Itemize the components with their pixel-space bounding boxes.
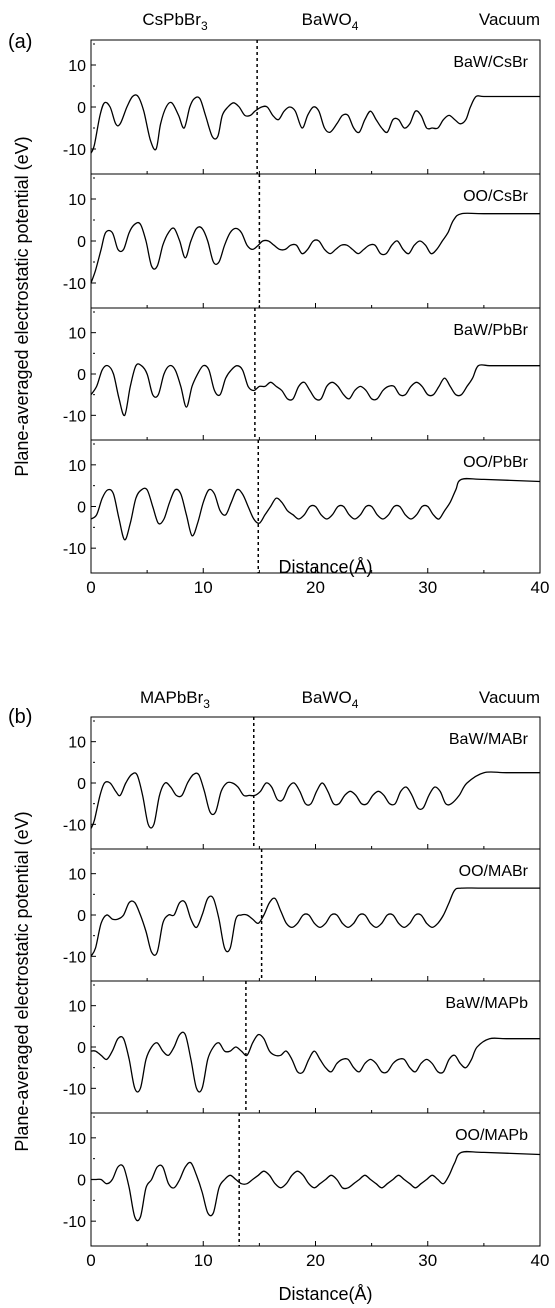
subplot: 10 0 -10 OO/CsBr — [63, 173, 541, 309]
y-tick-label: 10 — [68, 192, 86, 209]
y-tick-label: 0 — [77, 367, 86, 384]
y-tick-label: 10 — [68, 867, 86, 884]
y-tick-label: 0 — [77, 908, 86, 925]
panel-label: (a) — [8, 31, 32, 53]
x-tick-label: 40 — [531, 578, 550, 597]
x-tick-label: 20 — [306, 1251, 325, 1270]
series-line-OO/MAPb — [91, 1150, 541, 1222]
y-tick-label: -10 — [63, 817, 86, 834]
subplot: 10 0 -10 BaW/MAPb — [63, 980, 541, 1114]
region-label: BaWO4 — [302, 10, 359, 33]
y-tick-label: 10 — [68, 326, 86, 343]
series-line-BaW/MAPb — [90, 1031, 540, 1093]
x-tick-label: 30 — [418, 1251, 437, 1270]
subplot-label: OO/PbBr — [463, 454, 529, 471]
y-tick-label: -10 — [63, 541, 86, 558]
series-line-OO/MABr — [90, 887, 540, 957]
series-line-OO/PbBr — [90, 477, 541, 541]
region-label-subscript: 4 — [352, 697, 359, 711]
series-line-BaW/MABr — [90, 771, 540, 829]
y-axis-label: Plane-averaged electrostatic potential (… — [12, 811, 32, 1151]
x-axis-label: Distance(Å) — [278, 1284, 372, 1304]
region-label-main: Vacuum — [479, 10, 540, 29]
subplot-label: BaW/MAPb — [445, 995, 528, 1012]
x-tick-label: 10 — [194, 578, 213, 597]
y-tick-label: 10 — [68, 999, 86, 1016]
region-label-main: MAPbBr — [140, 688, 204, 707]
panel-label: (b) — [8, 706, 32, 728]
y-axis-label: Plane-averaged electrostatic potential (… — [12, 136, 32, 476]
panel-a: (a) 10 0 -10 BaW/CsBr 10 0 -10 OO/CsBr 10 0 -10 BaW/… — [8, 31, 549, 597]
x-axis-label: Distance(Å) — [278, 557, 372, 577]
y-tick-label: -10 — [63, 276, 86, 293]
region-label: BaWO4 — [302, 688, 359, 711]
region-label-subscript: 3 — [203, 697, 210, 711]
y-tick-label: 0 — [77, 500, 86, 517]
region-label-subscript: 4 — [352, 19, 359, 33]
subplot: 10 0 -10 BaW/MABr — [63, 716, 541, 850]
x-tick-label: 40 — [531, 1251, 550, 1270]
y-tick-label: 10 — [68, 58, 86, 75]
y-tick-label: -10 — [63, 408, 86, 425]
series-line-BaW/PbBr — [90, 363, 540, 417]
y-tick-label: -10 — [63, 142, 86, 159]
y-tick-label: -10 — [63, 1214, 86, 1231]
x-tick-label: 10 — [194, 1251, 213, 1270]
panel-b: (b) 10 0 -10 BaW/MABr 10 0 -10 OO/MABr 10 0 -10 BaW/… — [8, 706, 549, 1304]
x-tick-label: 0 — [86, 1251, 95, 1270]
region-label: Vacuum — [479, 10, 540, 29]
subplot-label: OO/MABr — [459, 863, 529, 880]
y-tick-label: 10 — [68, 458, 86, 475]
x-tick-label: 0 — [86, 578, 95, 597]
subplot: 10 0 -10 OO/PbBr — [63, 439, 541, 574]
region-label: CsPbBr3 — [142, 10, 208, 33]
region-label-main: BaWO — [302, 10, 352, 29]
y-tick-label: -10 — [63, 949, 86, 966]
y-tick-label: 0 — [77, 234, 86, 251]
subplot: 10 0 -10 OO/MAPb — [63, 1112, 541, 1247]
y-tick-label: 0 — [77, 1173, 86, 1190]
subplot-label: BaW/PbBr — [453, 322, 528, 339]
y-tick-label: 0 — [77, 776, 86, 793]
y-tick-label: 0 — [77, 1040, 86, 1057]
x-tick-label: 30 — [418, 578, 437, 597]
subplot-label: BaW/MABr — [449, 731, 529, 748]
subplot: 10 0 -10 BaW/CsBr — [63, 39, 541, 175]
region-label-main: BaWO — [302, 688, 352, 707]
region-label: MAPbBr3 — [140, 688, 210, 711]
subplot-label: OO/CsBr — [463, 188, 529, 205]
subplot: 10 0 -10 OO/MABr — [63, 848, 541, 982]
subplot-label: OO/MAPb — [455, 1127, 528, 1144]
region-label-subscript: 3 — [201, 19, 208, 33]
y-tick-label: -10 — [63, 1081, 86, 1098]
subplot: 10 0 -10 BaW/PbBr — [63, 307, 541, 441]
y-tick-label: 0 — [77, 100, 86, 117]
subplot-label: BaW/CsBr — [453, 54, 528, 71]
y-tick-label: 10 — [68, 1131, 86, 1148]
region-label: Vacuum — [479, 688, 540, 707]
y-tick-label: 10 — [68, 735, 86, 752]
x-tick-label: 20 — [306, 578, 325, 597]
region-label-main: Vacuum — [479, 688, 540, 707]
series-line-OO/CsBr — [90, 212, 540, 284]
series-line-BaW/CsBr — [90, 94, 540, 154]
region-label-main: CsPbBr — [142, 10, 201, 29]
